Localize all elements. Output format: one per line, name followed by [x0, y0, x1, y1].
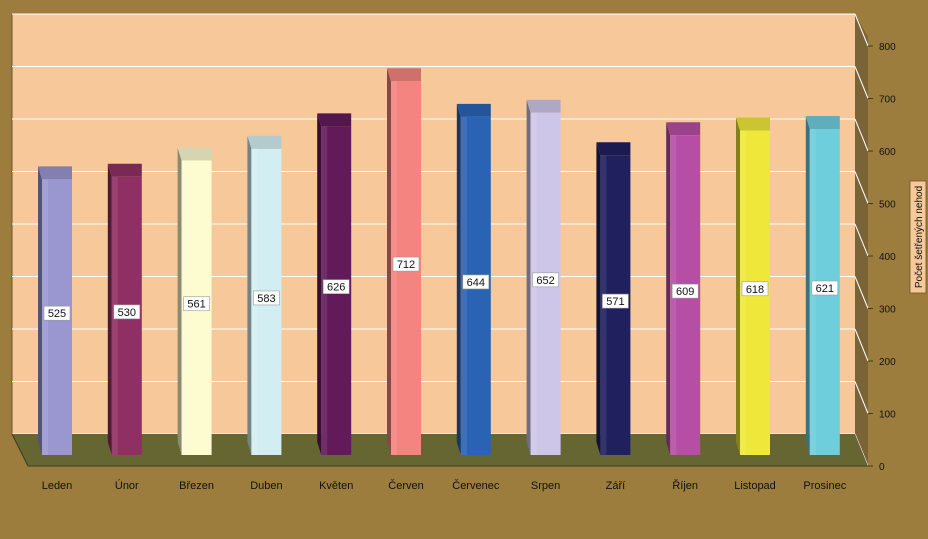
category-label: Červen [388, 479, 423, 492]
gridline-side [854, 118, 869, 152]
category-label: Prosinec [803, 480, 846, 492]
bar-side [456, 103, 461, 456]
data-label-Červen: 712 [392, 256, 420, 272]
floor-edge [11, 433, 868, 467]
category-label: Leden [42, 480, 73, 492]
data-label-Leden: 525 [43, 305, 71, 321]
category-label: Listopad [734, 480, 776, 492]
data-label-text: 644 [467, 277, 485, 289]
y-axis-ticks: 0 100 200 300 400 500 600 700 800 [868, 42, 896, 473]
data-label-box [253, 290, 280, 306]
category-label: Duben [250, 480, 282, 492]
bar-side [247, 135, 252, 456]
data-label-text: 621 [816, 283, 834, 295]
data-label-box [741, 281, 769, 297]
bar-top [387, 68, 421, 82]
bar-side [387, 68, 391, 455]
tick-label: 0 [879, 462, 885, 473]
bar-side [317, 113, 322, 455]
gridline-side [854, 66, 869, 99]
gridline-side [854, 381, 869, 414]
data-label-box [811, 280, 839, 296]
category-label: Srpen [531, 480, 560, 492]
bar-side [38, 166, 42, 455]
bar-top [107, 163, 142, 177]
bar-top [177, 147, 212, 161]
data-label-Září: 571 [602, 293, 629, 309]
bar-side [736, 117, 740, 456]
bar-top [805, 115, 840, 129]
category-label: Červenec [452, 479, 500, 492]
data-label-text: 561 [187, 299, 205, 311]
gridline-side [854, 328, 869, 362]
category-label: Únor [115, 479, 139, 492]
data-label-box [602, 293, 629, 309]
category-label: Říjen [672, 479, 698, 492]
bar-side [526, 99, 531, 455]
data-label-text: 530 [118, 307, 136, 319]
bar-side [805, 115, 810, 455]
data-label-box [183, 296, 210, 312]
data-label-text: 652 [536, 275, 554, 287]
data-label-text: 609 [676, 286, 694, 298]
data-label-box [532, 272, 559, 288]
tick-label: 300 [879, 305, 896, 316]
tick-label: 200 [879, 357, 896, 368]
gridline-side [854, 171, 869, 204]
tick-label: 800 [879, 42, 896, 53]
y-axis-title-box [909, 180, 927, 294]
data-label-Březen: 561 [183, 296, 210, 312]
bar-top [456, 103, 491, 117]
bar-top [317, 113, 352, 127]
bar-top [666, 122, 701, 136]
data-label-Listopad: 618 [741, 281, 769, 297]
tick-label: 400 [879, 252, 896, 263]
data-label-Květen: 626 [322, 279, 350, 294]
tick-label: 700 [879, 95, 896, 106]
data-label-box [322, 279, 350, 294]
data-label-Říjen: 609 [671, 283, 699, 299]
y-axis-title-text: Počet šetřených nehod [914, 186, 925, 288]
bar-top [38, 166, 72, 180]
data-label-text: 583 [257, 293, 275, 305]
data-label-box [113, 304, 141, 320]
data-label-Srpen: 652 [532, 272, 559, 288]
gridline-side [854, 13, 869, 47]
data-label-text: 712 [397, 259, 415, 271]
data-label-box [392, 256, 420, 272]
data-label-box [43, 305, 71, 321]
data-label-Prosinec: 621 [811, 280, 839, 296]
bar-top [247, 135, 282, 149]
data-labels: 525 530 561 583 626 712 644 652 571 609 618 621 [43, 256, 839, 321]
floor-surface [12, 434, 868, 466]
tick-label: 500 [879, 200, 896, 211]
data-label-text: 618 [746, 284, 764, 296]
gridline-side [854, 223, 869, 257]
bar-side [596, 142, 601, 455]
data-label-text: 571 [606, 296, 624, 308]
gridline-side [854, 276, 869, 309]
tick-label: 600 [879, 147, 896, 158]
bar-side [666, 122, 671, 456]
category-label: Září [606, 480, 626, 492]
category-label: Květen [319, 480, 353, 492]
chart-floor [11, 433, 868, 467]
bar-side [107, 163, 112, 455]
data-label-text: 626 [327, 282, 345, 294]
data-label-box [671, 283, 699, 299]
bar-top [736, 117, 770, 131]
bar-side [177, 147, 182, 455]
data-label-Únor: 530 [113, 304, 141, 320]
bar-top [596, 142, 631, 156]
category-label: Březen [179, 480, 214, 492]
bar-top [526, 99, 561, 113]
y-axis-title: Počet šetřených nehod [909, 180, 927, 294]
tick-label: 100 [879, 410, 896, 421]
x-axis-categories: Leden Únor Březen Duben Květen Červen Červenec… [42, 479, 847, 492]
data-label-Červenec: 644 [462, 274, 490, 290]
data-label-text: 525 [48, 308, 66, 320]
data-label-Duben: 583 [253, 290, 280, 306]
data-label-box [462, 274, 490, 290]
